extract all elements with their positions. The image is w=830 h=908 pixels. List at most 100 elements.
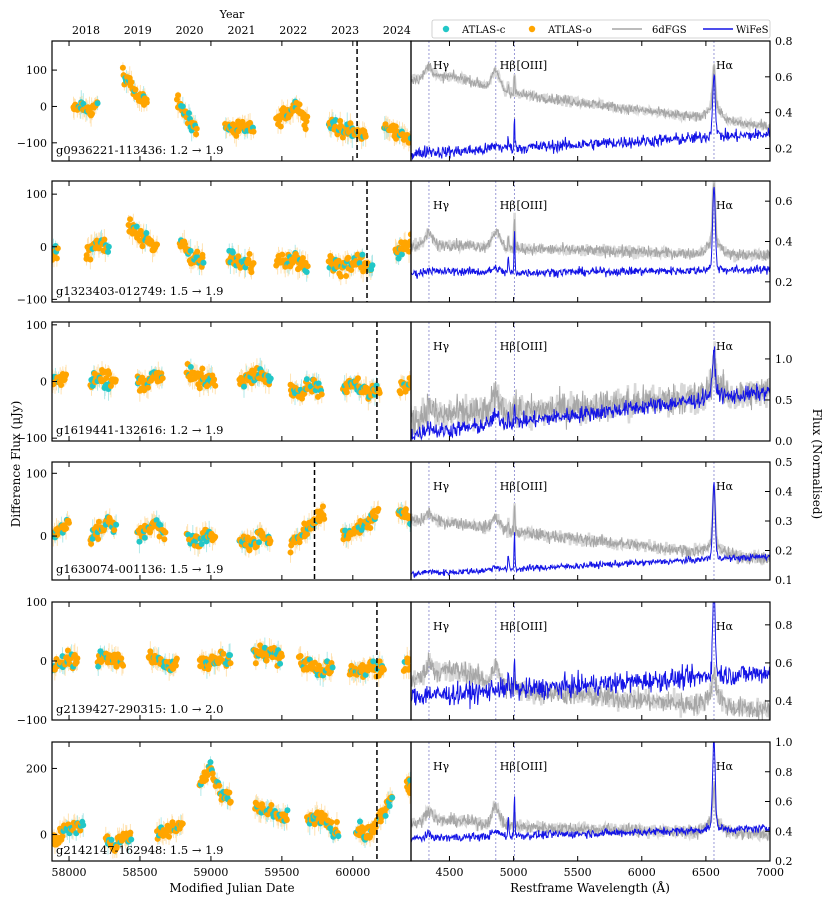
atlas-c-point [105,248,112,255]
spectrum-frame [410,40,771,162]
line-label-[OIII]: [OIII] [516,199,547,212]
atlas-o-point [220,650,227,657]
spec-ytick-label: 0.4 [775,107,793,120]
lc-ytick-label: −100 [17,137,47,150]
atlas-c-point [386,803,393,810]
atlas-c-point [198,540,205,547]
spec-ytick-label: 0.8 [775,766,793,779]
object-label: g1630074-001136: 1.5 → 1.9 [56,562,223,576]
legend-atlas-o-label: ATLAS-o [547,25,592,36]
atlas-o-point [235,253,242,260]
atlas-c-point [203,538,210,545]
spectrum-wifes-line [411,742,770,844]
panel-g1630074-001136: Hγ Hβ [OIII] Hα 0 100 0.1 0.2 0.3 0.4 0.5 g1630074-… [26,456,793,587]
line-label-Hγ: Hγ [433,480,450,493]
atlas-o-point [58,381,65,388]
lc-ytick-label: 100 [26,64,47,77]
atlas-o-point [154,241,161,248]
atlas-o-point [407,782,411,789]
lightcurve-g2142147-162948 [52,756,411,859]
lc-ytick-label: 0 [40,530,47,543]
line-label-Hα: Hα [716,340,734,353]
atlas-o-point [250,128,257,135]
atlas-o-point [111,526,118,533]
lightcurve-points [52,216,411,280]
atlas-o-point [107,382,114,389]
atlas-c-point [315,380,322,387]
atlas-o-point [145,384,152,391]
legend-wifes-label: WiFeS [736,25,769,36]
atlas-c-point [113,521,120,528]
atlas-o-point [83,252,90,259]
year-label-2018: 2018 [72,24,100,37]
atlas-o-point [193,125,200,132]
atlas-o-point [283,816,290,823]
atlas-o-point [367,833,374,840]
atlas-c-point [408,521,411,528]
atlas-o-point [321,812,328,819]
atlas-o-point [193,131,200,138]
lightcurve-g2139427-290315 [52,637,411,688]
year-label-2023: 2023 [331,24,359,37]
spec-ytick-label: 0.1 [775,574,793,587]
line-label-Hβ: Hβ [500,199,516,212]
atlas-o-point [319,503,326,510]
spec-ytick-label: 0.5 [775,394,793,407]
spec-ytick-label: 0.6 [775,195,793,208]
atlas-o-point [175,92,182,99]
atlas-o-point [406,790,411,797]
line-label-Hγ: Hγ [433,340,450,353]
lc-ytick-label: −100 [17,293,47,306]
atlas-o-point [246,547,253,554]
atlas-c-point [342,527,349,534]
atlas-o-point [296,539,303,546]
spectrum-g0936221-113436 [411,41,770,161]
atlas-o-point [118,655,125,662]
atlas-o-point [112,376,119,383]
atlas-o-point [337,273,344,280]
year-label-2019: 2019 [124,24,152,37]
atlas-o-point [316,518,323,525]
lightcurve-points [52,503,411,556]
atlas-c-point [256,539,263,546]
line-label-Hβ: Hβ [500,59,516,72]
spec-ytick-label: 0.2 [775,545,793,558]
atlas-o-point [380,666,387,673]
right-y-axis-label: Flux (Normalised) [810,409,824,519]
line-label-[OIII]: [OIII] [516,480,547,493]
atlas-c-point [362,671,369,678]
atlas-o-point [268,801,275,808]
line-label-Hα: Hα [716,620,734,633]
left-x-axis-label: Modified Julian Date [169,881,294,895]
spectrum-wifes-line [411,73,770,160]
atlas-o-point [59,833,66,840]
atlas-c-point [179,103,186,110]
atlas-o-point [250,260,257,267]
spectrum-frame [410,601,771,721]
atlas-c-point [128,836,135,843]
atlas-o-point [143,99,150,106]
lc-xtick-label: 59500 [264,866,299,879]
line-label-Hγ: Hγ [433,199,450,212]
atlas-o-point [345,254,352,261]
spectrum-wifes-line [411,187,770,279]
atlas-c-point [227,652,234,659]
right-x-axis-label: Restframe Wavelength (Å) [510,880,670,895]
year-labels: 2018 2019 2020 2021 2022 2023 2024 [72,24,411,37]
spectrum-6dfgs-line [411,351,770,438]
line-label-Hβ: Hβ [500,760,516,773]
atlas-c-point [382,812,389,819]
legend-atlas-c-label: ATLAS-c [461,25,506,36]
atlas-o-point [263,657,270,664]
atlas-o-point [156,533,163,540]
atlas-o-point [277,123,284,130]
lc-ytick-label: 100 [26,596,47,609]
panels: Hγ Hβ [OIII] Hα−10001000.20.40.60.8g0936221… [17,35,793,879]
atlas-c-point [141,534,148,541]
line-label-[OIII]: [OIII] [516,760,547,773]
atlas-o-point [304,531,311,538]
atlas-o-point [246,251,253,258]
year-label-2022: 2022 [279,24,307,37]
atlas-o-point [127,829,134,836]
